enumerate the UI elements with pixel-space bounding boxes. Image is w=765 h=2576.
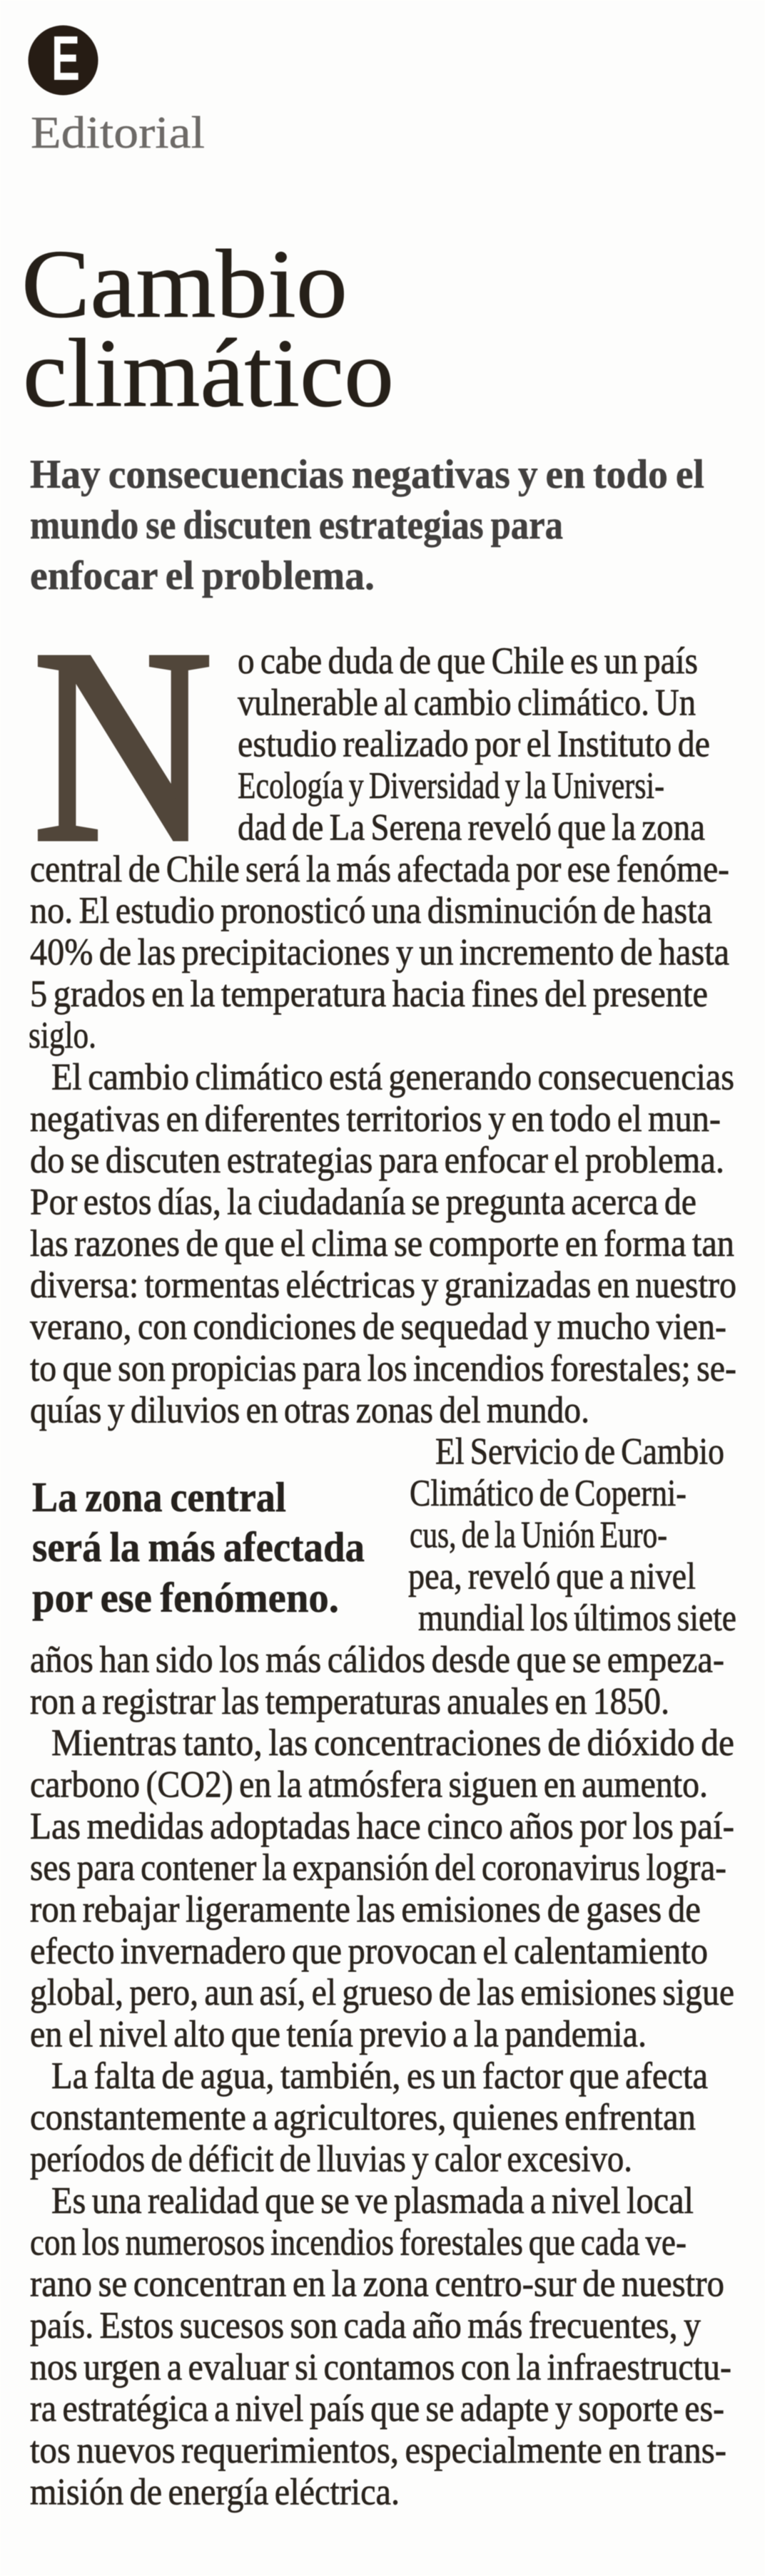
svg-text:cus, de la Unión Euro-: cus, de la Unión Euro-: [410, 1514, 667, 1555]
svg-text:en el nivel alto que tenía pre: en el nivel alto que tenía previo a la p…: [30, 2014, 647, 2055]
svg-text:Las medidas adoptadas hace cin: Las medidas adoptadas hace cinco años po…: [30, 1806, 734, 1847]
svg-text:no. El estudio pronosticó una: no. El estudio pronosticó una disminució…: [30, 890, 712, 931]
svg-text:ron rebajar ligeramente las em: ron rebajar ligeramente las emisiones de…: [30, 1889, 701, 1931]
svg-text:vulnerable al cambio climático: vulnerable al cambio climático. Un: [238, 682, 696, 723]
svg-text:Climático de Coperni-: Climático de Coperni-: [410, 1473, 687, 1514]
svg-text:carbono (CO2) en la atmósfera: carbono (CO2) en la atmósfera siguen en …: [30, 1764, 708, 1805]
svg-text:5 grados en la temperatura hac: 5 grados en la temperatura hacia fines d…: [30, 973, 708, 1015]
svg-text:40% de las precipitaciones y u: 40% de las precipitaciones y un incremen…: [30, 932, 729, 973]
svg-text:estudio realizado por el Insti: estudio realizado por el Instituto de: [238, 724, 710, 765]
svg-text:o cabe duda de que Chile es un: o cabe duda de que Chile es un país: [238, 640, 698, 682]
svg-text:N: N: [33, 592, 213, 899]
svg-text:central de Chile será la más a: central de Chile será la más afectada po…: [30, 849, 729, 890]
svg-text:La zona central: La zona central: [32, 1473, 286, 1520]
svg-text:ron a registrar las temperatur: ron a registrar las temperaturas anuales…: [30, 1681, 669, 1722]
svg-text:nos urgen a evaluar si contamo: nos urgen a evaluar si contamos con la i…: [30, 2346, 731, 2388]
svg-text:Por estos días, la ciudadanía: Por estos días, la ciudadanía se pregunt…: [30, 1182, 696, 1223]
svg-text:negativas en diferentes territ: negativas en diferentes territorios y en…: [30, 1098, 721, 1140]
svg-text:do se discuten estrategias par: do se discuten estrategias para enfocar …: [30, 1140, 724, 1181]
svg-text:pea, reveló que a nivel: pea, reveló que a nivel: [408, 1556, 696, 1598]
svg-text:país. Estos sucesos son cada a: país. Estos sucesos son cada año más fre…: [30, 2305, 701, 2346]
svg-text:Hay consecuencias negativas y: Hay consecuencias negativas y en todo el: [30, 452, 704, 497]
svg-text:por ese fenómeno.: por ese fenómeno.: [32, 1574, 339, 1621]
svg-text:siglo.: siglo.: [29, 1015, 96, 1056]
svg-text:misión de energía eléctrica.: misión de energía eléctrica.: [30, 2471, 400, 2513]
svg-text:quías y diluvios en otras zona: quías y diluvios en otras zonas del mund…: [30, 1389, 589, 1431]
svg-text:períodos de déficit de lluvias: períodos de déficit de lluvias y calor e…: [30, 2139, 632, 2180]
svg-text:ses para contener la expansión: ses para contener la expansión del coron…: [30, 1847, 726, 1888]
svg-text:to que son propicias para los: to que son propicias para los incendios …: [30, 1348, 736, 1389]
svg-text:global, pero, aun así, el grue: global, pero, aun así, el grueso de las …: [30, 1972, 734, 2013]
svg-text:enfocar el problema.: enfocar el problema.: [30, 553, 375, 598]
svg-text:años han sido los más cálidos: años han sido los más cálidos desde que …: [30, 1639, 724, 1680]
svg-text:E: E: [51, 23, 80, 93]
svg-text:con los numerosos incendios fo: con los numerosos incendios forestales q…: [30, 2222, 687, 2263]
svg-text:rano se concentran en la zona: rano se concentran en la zona centro-sur…: [30, 2264, 724, 2305]
svg-text:Editorial: Editorial: [31, 108, 205, 158]
svg-text:La falta de agua, también, es: La falta de agua, también, es un factor …: [51, 2055, 708, 2097]
svg-text:diversa: tormentas eléctricas: diversa: tormentas eléctricas y granizad…: [30, 1264, 736, 1306]
svg-text:mundo se discuten estrategias: mundo se discuten estrategias para: [30, 503, 563, 548]
svg-text:verano, con condiciones de seq: verano, con condiciones de sequedad y mu…: [30, 1307, 726, 1348]
svg-text:efecto invernadero que provoca: efecto invernadero que provocan el calen…: [30, 1931, 708, 1972]
svg-text:dad de La Serena reveló que la: dad de La Serena reveló que la zona: [238, 807, 705, 848]
svg-text:Es una realidad que se ve plas: Es una realidad que se ve plasmada a niv…: [51, 2180, 694, 2222]
svg-text:Ecología y Diversidad y la Uni: Ecología y Diversidad y la Universi-: [238, 765, 664, 807]
svg-text:será la más afectada: será la más afectada: [32, 1523, 365, 1570]
svg-text:Cambio: Cambio: [21, 230, 348, 338]
svg-text:El cambio climático está gener: El cambio climático está generando conse…: [51, 1057, 734, 1098]
svg-text:El Servicio de Cambio: El Servicio de Cambio: [435, 1431, 724, 1473]
svg-text:ra estratégica a nivel país qu: ra estratégica a nivel país que se adapt…: [30, 2388, 724, 2430]
svg-text:climático: climático: [23, 319, 394, 427]
svg-text:las razones de que el clima se: las razones de que el clima se comporte …: [30, 1223, 734, 1264]
svg-text:mundial los últimos siete: mundial los últimos siete: [418, 1598, 736, 1639]
svg-text:tos nuevos requerimientos, esp: tos nuevos requerimientos, especialmente…: [30, 2430, 726, 2471]
svg-text:constantemente a agricultores,: constantemente a agricultores, quienes e…: [30, 2097, 696, 2138]
svg-text:Mientras tanto, las concentrac: Mientras tanto, las concentraciones de d…: [51, 1722, 734, 1764]
